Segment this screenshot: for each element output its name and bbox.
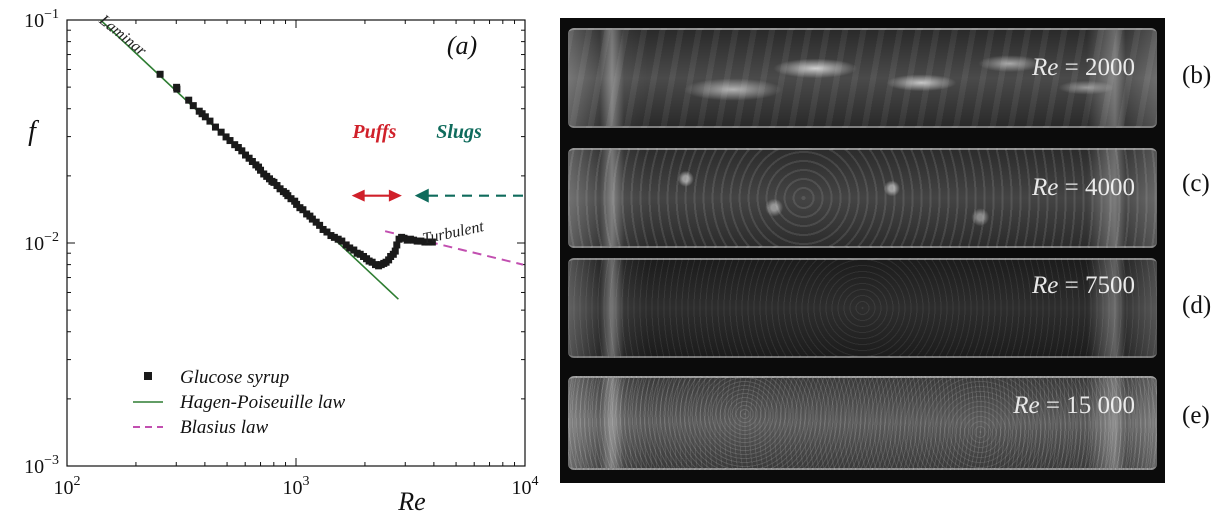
glucose-data-point: [346, 244, 354, 252]
glucose-data-point: [231, 141, 239, 149]
flow-visualization-panel: Re = 2000 Re = 4000 Re = 7500 Re = 15 00…: [560, 18, 1165, 483]
legend-label: Glucose syrup: [180, 367, 289, 388]
glucose-data-point: [319, 225, 327, 233]
y-tick-label: 10−1: [24, 7, 59, 32]
glucose-data-point: [238, 147, 246, 155]
legend-label: Blasius law: [180, 417, 268, 438]
x-tick-label: 104: [512, 474, 539, 499]
legend-marker-square: [144, 372, 152, 380]
law-lines: [99, 19, 524, 300]
regime-arrows: [351, 188, 523, 203]
panel-label-c: (c): [1182, 170, 1210, 197]
glucose-data-point: [242, 151, 250, 159]
puffs-arrow-head-right: [388, 189, 402, 202]
tube-photo-re-4000: Re = 4000: [568, 148, 1157, 248]
legend: Glucose syrup Hagen-Poiseuille law Blasius…: [133, 367, 345, 438]
panel-label-e: (e): [1182, 402, 1210, 429]
plot-axes: 102 103 104 10−3 10−2 10−1 Re f (a): [24, 7, 538, 516]
glucose-data-point: [417, 237, 425, 245]
legend-label: Hagen-Poiseuille law: [179, 392, 345, 413]
glucose-data-point: [308, 215, 316, 223]
annotation-turbulent: Turbulent: [421, 218, 486, 248]
glucose-data-point: [421, 238, 429, 246]
glucose-data-point: [342, 241, 350, 249]
re-label-d: Re = 7500: [1032, 272, 1135, 299]
y-axis-label: f: [28, 116, 39, 147]
glucose-data-point: [393, 241, 401, 249]
annotation-puffs: Puffs: [351, 121, 396, 143]
annotation-texts: Laminar Turbulent Puffs Slugs: [95, 11, 486, 248]
glucose-data-point: [316, 221, 324, 229]
friction-factor-chart: 102 103 104 10−3 10−2 10−1 Re f (a) Laminar Turbu…: [24, 7, 538, 516]
glucose-data-point: [413, 237, 421, 245]
y-tick-label: 10−3: [24, 453, 59, 478]
panel-label-d: (d): [1182, 292, 1212, 319]
glucose-data-point: [410, 236, 418, 244]
x-tick-label: 103: [283, 474, 310, 499]
glucose-data-point: [156, 70, 164, 78]
re-label-e: Re = 15 000: [1013, 392, 1135, 419]
glucose-data-point: [257, 166, 265, 174]
glucose-data-point: [391, 247, 399, 255]
slugs-arrow-head: [414, 188, 429, 203]
glucose-data-point: [428, 238, 436, 246]
glucose-data-point: [206, 117, 214, 125]
glucose-data-point: [201, 113, 209, 121]
glucose-data-point: [189, 102, 197, 110]
x-tick-label: 102: [54, 474, 81, 499]
glucose-data-point: [334, 235, 342, 243]
tube-photo-re-7500: Re = 7500: [568, 258, 1157, 358]
glucose-data-point: [185, 96, 193, 104]
glucose-data-point: [330, 233, 338, 241]
y-tick-label: 10−2: [24, 230, 59, 255]
glucose-data-point: [424, 238, 432, 246]
tube-photo-re-2000: Re = 2000: [568, 28, 1157, 128]
x-axis-label: Re: [397, 487, 425, 516]
glucose-data-point: [222, 133, 230, 141]
data-markers: [156, 70, 436, 270]
annotation-laminar: Laminar: [95, 11, 150, 60]
glucose-data-point: [338, 237, 346, 245]
glucose-data-point: [323, 228, 331, 236]
glucose-data-point: [211, 123, 219, 131]
re-label-b: Re = 2000: [1032, 54, 1135, 81]
tube-photo-re-15000: Re = 15 000: [568, 376, 1157, 470]
re-label-c: Re = 4000: [1032, 174, 1135, 201]
panel-label-a: (a): [447, 31, 477, 60]
glucose-data-point: [217, 128, 225, 136]
annotation-slugs: Slugs: [436, 121, 482, 143]
panel-label-b: (b): [1182, 62, 1212, 89]
puffs-arrow-head-left: [351, 189, 365, 202]
glucose-data-point: [287, 195, 295, 203]
glucose-data-point: [226, 137, 234, 145]
glucose-data-point: [299, 206, 307, 214]
glucose-data-point: [173, 85, 181, 93]
